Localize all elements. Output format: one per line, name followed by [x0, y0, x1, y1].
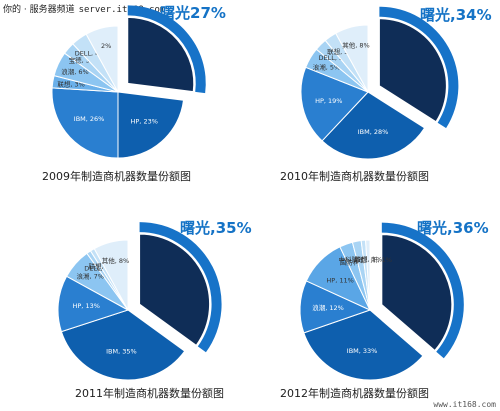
pie-slice: [60, 309, 186, 381]
pie-chart-2011-svg: IBM, 35% HP, 13% 浪潮, 7%DELL, 1%联想, 1%其他, 8…: [57, 222, 222, 381]
slice-label: DELL, 4%: [75, 50, 106, 58]
pie-slice: [93, 239, 129, 311]
pie-chart-2010-svg: IBM, 28% HP, 19% 浪潮, 5%DELL, 3%联想, 3%其他, 8…: [300, 6, 459, 160]
pie-slice: [303, 309, 424, 381]
slice-label: HP, 19%: [315, 97, 342, 105]
highlight-label-2009: 曙光27%: [160, 2, 226, 23]
slice-label: 浪潮, 7%: [76, 272, 103, 281]
slice-label: IBM, 33%: [347, 347, 378, 355]
chart-title-2010: 2010年制造商机器数量份额图: [280, 170, 429, 183]
slice-label: DELL, 3%: [318, 54, 349, 62]
slice-label: 联想, 1%: [355, 255, 382, 264]
pie-chart-2009-svg: HP, 23% IBM, 26% 联想, 3% 浪潮, 6% 宝德, 3%DELL, 4…: [51, 5, 206, 159]
slice-label: 联想, 3%: [327, 47, 354, 56]
slice-label: 浪潮, 12%: [312, 303, 344, 312]
pie-slice: [57, 275, 130, 333]
slice-label: 浪潮, 5%: [313, 62, 340, 71]
watermark-url: server.it168.com: [78, 5, 166, 15]
chart-title-2011: 2011年制造商机器数量份额图: [75, 387, 224, 400]
pie-slice: [51, 87, 119, 159]
footer-watermark: www.it168.com: [433, 400, 496, 409]
slice-label: IBM, 28%: [358, 128, 389, 136]
highlight-value: ,34%: [450, 6, 492, 24]
highlight-label-2011: 曙光,35%: [180, 217, 252, 238]
pie-slice: [335, 24, 369, 93]
slice-label: 华硕: [354, 256, 368, 265]
highlight-ring: [379, 6, 459, 129]
chart-title-2009: 2009年制造商机器数量份额图: [42, 170, 191, 183]
slice-label: 浪潮, 6%: [61, 67, 88, 76]
highlight-value: ,35%: [210, 219, 252, 237]
highlight-brand: 曙光: [417, 219, 448, 237]
slice-label: 国防科大: [340, 258, 367, 267]
slice-label: IBM, 35%: [106, 348, 137, 356]
pie-chart-2010: IBM, 28% HP, 19% 浪潮, 5% DELL, 3% 联想, 3% 其他, 8…: [250, 0, 500, 205]
highlight-ring: [381, 222, 464, 359]
pie-slice: [381, 234, 453, 352]
slice-label: 2%: [101, 42, 111, 50]
slice-label: HP, 11%: [326, 277, 353, 285]
pie-slice: [365, 239, 371, 311]
pie-chart-2009: HP, 23% IBM, 26% 联想, 3% 浪潮, 6% 宝德, 3% DELL, 4…: [0, 0, 250, 205]
highlight-label-2012: 曙光,36%: [417, 217, 489, 238]
slice-label: 联想, 3%: [57, 80, 84, 89]
slice-label: IBM, 26%: [74, 115, 105, 123]
slice-label: 其他, 8%: [102, 256, 129, 265]
pie-slice: [127, 16, 195, 93]
pie-chart-2011: IBM, 35% HP, 13% 浪潮, 7% DELL, 1% 联想, 1% 其他, 8…: [0, 205, 252, 410]
highlight-ring: [127, 5, 206, 94]
pie-slice: [85, 25, 119, 93]
highlight-value: 27%: [190, 4, 226, 22]
highlight-ring: [139, 222, 222, 353]
slice-label: 其他, 8%: [342, 40, 369, 49]
slice-label: HP, 13%: [73, 302, 100, 310]
pie-chart-2012: IBM, 33% 浪潮, 12% HP, 11% 国防科大 华硕 中科院过程所, 1% 联想…: [250, 205, 500, 410]
slice-label: HP, 23%: [131, 118, 158, 126]
pie-slice: [321, 91, 426, 160]
pie-slice: [139, 233, 211, 346]
slice-label: 宝德, 3%: [69, 56, 96, 65]
slice-label: 中科院过程所, 1%: [338, 255, 391, 264]
slice-label: 联想, 1%: [89, 262, 116, 271]
highlight-brand: 曙光: [160, 4, 191, 22]
slice-label: DELL, 1%: [84, 264, 115, 272]
pie-slice: [117, 91, 185, 159]
highlight-brand: 曙光: [180, 219, 211, 237]
highlight-label-2010: 曙光,34%: [420, 4, 492, 25]
site-watermark: 你的 · 服务器频道 server.it168.com: [3, 2, 165, 15]
highlight-value: ,36%: [447, 219, 489, 237]
pie-slice: [378, 18, 447, 123]
chart-title-2012: 2012年制造商机器数量份额图: [280, 387, 429, 400]
watermark-site-name: 你的 · 服务器频道: [3, 5, 75, 15]
highlight-brand: 曙光: [420, 6, 451, 24]
